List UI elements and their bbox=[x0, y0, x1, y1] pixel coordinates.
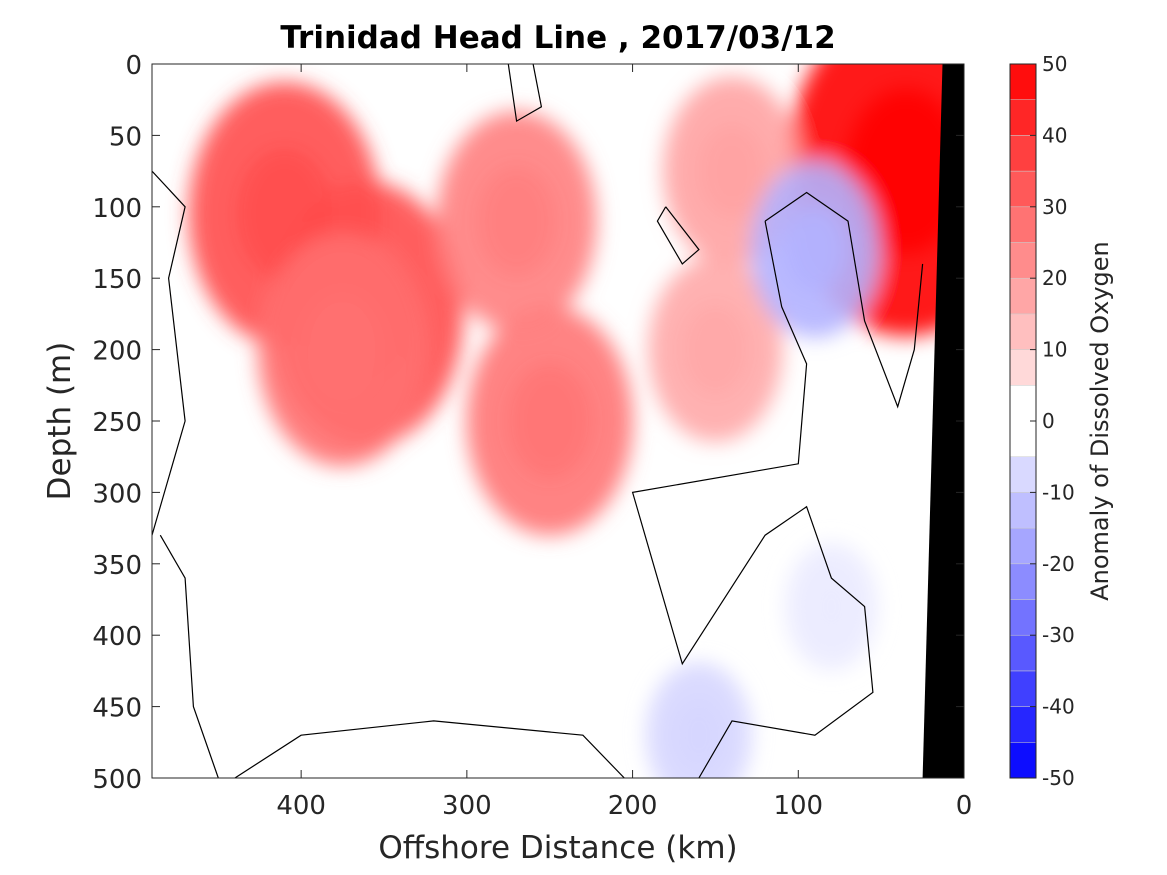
colorbar-tick-label: 20 bbox=[1042, 266, 1067, 290]
zero-contour-line bbox=[234, 720, 625, 778]
zero-contour-line bbox=[656, 206, 700, 265]
colorbar-tick-label: 50 bbox=[1042, 52, 1067, 76]
chart-title: Trinidad Head Line , 2017/03/12 bbox=[280, 20, 835, 56]
colorbar-band bbox=[1009, 99, 1037, 136]
colorbar-band bbox=[1009, 170, 1037, 208]
anomaly-blob-core bbox=[476, 166, 557, 277]
y-tick-label: 50 bbox=[109, 122, 142, 152]
anomaly-blob-core bbox=[681, 303, 750, 396]
y-tick-label: 350 bbox=[92, 551, 142, 581]
colorbar-tick-label: 30 bbox=[1042, 195, 1067, 219]
anomaly-blob-core bbox=[300, 291, 385, 408]
y-tick-label: 0 bbox=[125, 51, 142, 81]
colorbar-tick-label: -20 bbox=[1042, 552, 1075, 576]
colorbar-band bbox=[1009, 563, 1037, 600]
y-tick-label: 300 bbox=[92, 479, 142, 509]
x-tick-label: 100 bbox=[773, 791, 823, 821]
y-tick-label: 100 bbox=[92, 194, 142, 224]
anomaly-blob-core bbox=[697, 123, 767, 219]
x-tick-label: 300 bbox=[442, 791, 492, 821]
x-tick-label: 0 bbox=[956, 791, 973, 821]
zero-contour-line bbox=[507, 64, 543, 123]
colorbar-band bbox=[1009, 527, 1037, 565]
y-tick-label: 450 bbox=[92, 694, 142, 724]
anomaly-blob-core bbox=[672, 698, 726, 772]
colorbar-band bbox=[1009, 456, 1037, 493]
bathymetry-fill bbox=[922, 64, 964, 778]
anomaly-blob-core bbox=[846, 88, 964, 254]
anomaly-blob-core bbox=[808, 574, 855, 639]
colorbar bbox=[1009, 63, 1037, 779]
plot-area bbox=[152, 64, 964, 778]
y-axis-ticks: 0 50 100 150 200 250 300 350 400 450 500 bbox=[92, 51, 964, 795]
y-axis-label: Depth (m) bbox=[42, 342, 78, 501]
y-tick-label: 250 bbox=[92, 408, 142, 438]
y-tick-label: 150 bbox=[92, 265, 142, 295]
colorbar-tick-label: -40 bbox=[1042, 695, 1075, 719]
colorbar-band bbox=[1009, 135, 1037, 172]
anomaly-blob-core bbox=[782, 205, 847, 294]
anomaly-fill-layer bbox=[188, 64, 964, 778]
colorbar-band bbox=[1009, 242, 1037, 279]
zero-contour-line bbox=[631, 220, 874, 778]
y-tick-label: 200 bbox=[92, 337, 142, 367]
y-tick-label: 400 bbox=[92, 622, 142, 652]
anomaly-blob-group bbox=[188, 64, 964, 778]
colorbar-band bbox=[1009, 706, 1037, 743]
colorbar-tick-label: 0 bbox=[1042, 409, 1055, 433]
zero-contour-line bbox=[152, 170, 186, 536]
colorbar-band bbox=[1009, 277, 1037, 315]
colorbar-band bbox=[1009, 206, 1037, 243]
colorbar-tick-label: -10 bbox=[1042, 480, 1075, 504]
x-axis-label: Offshore Distance (km) bbox=[378, 830, 737, 866]
colorbar-label: Anomaly of Dissolved Oxygen bbox=[1086, 241, 1114, 601]
colorbar-band bbox=[1009, 349, 1037, 386]
colorbar-band bbox=[1009, 63, 1037, 100]
colorbar-band bbox=[1009, 670, 1037, 707]
colorbar-ticks: 50 40 30 20 10 0 -10 -20 -30 -40 -50 bbox=[1030, 52, 1075, 790]
colorbar-band bbox=[1009, 313, 1037, 350]
y-tick-label: 500 bbox=[92, 765, 142, 795]
x-axis-ticks: 400 300 200 100 0 bbox=[276, 64, 972, 821]
colorbar-tick-label: -50 bbox=[1042, 766, 1075, 790]
colorbar-band bbox=[1009, 599, 1037, 636]
zero-contour-layer bbox=[152, 64, 924, 778]
colorbar-tick-label: -30 bbox=[1042, 623, 1075, 647]
zero-contour-line bbox=[764, 191, 924, 409]
colorbar-band bbox=[1009, 742, 1037, 779]
colorbar-band bbox=[1009, 634, 1037, 672]
x-tick-label: 200 bbox=[608, 791, 658, 821]
colorbar-tick-label: 40 bbox=[1042, 123, 1067, 147]
colorbar-band bbox=[1009, 492, 1037, 529]
zero-contour-line bbox=[159, 534, 219, 778]
anomaly-blob-core bbox=[508, 363, 592, 479]
x-tick-label: 400 bbox=[276, 791, 326, 821]
colorbar-tick-label: 10 bbox=[1042, 338, 1067, 362]
